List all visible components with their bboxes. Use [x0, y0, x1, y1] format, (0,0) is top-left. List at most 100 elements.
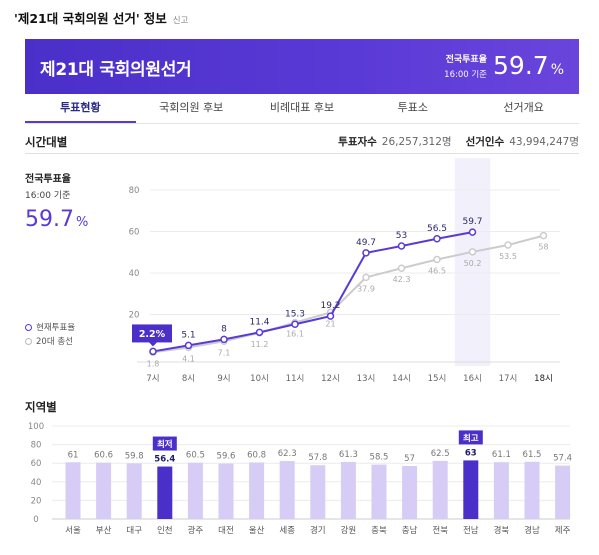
side-rate-unit: % — [75, 215, 89, 230]
bar — [432, 460, 448, 519]
bar — [493, 462, 509, 519]
x-tick-label: 14시 — [392, 374, 411, 384]
bar-category-label: 경기 — [310, 525, 326, 536]
bar-data-label: 61.1 — [492, 450, 511, 460]
series-line-prev — [152, 234, 544, 354]
bar-category-label: 충남 — [402, 526, 418, 536]
point-current — [255, 328, 264, 337]
bar-category-label: 강원 — [341, 525, 357, 536]
side-turnout-rate: 59.7% — [25, 207, 88, 232]
bar-data-label: 62.5 — [431, 449, 450, 459]
min-badge-label: 최저 — [157, 439, 173, 450]
bar-category-label: 울산 — [249, 525, 265, 536]
bar — [96, 462, 112, 519]
national-turnout-rate: 59.7% — [493, 51, 564, 80]
vote-stats: 투표자수 26,257,312명 선거인수 43,994,247명 — [338, 134, 579, 149]
legend-current-label: 현재투표율 — [36, 323, 76, 333]
max-badge-label: 최고 — [463, 433, 479, 444]
bar — [187, 462, 203, 519]
tab-proportional[interactable]: 비례대표 후보 — [269, 101, 335, 114]
bar — [157, 466, 173, 519]
national-turnout-label: 전국투표율 — [445, 55, 487, 65]
bar — [126, 463, 142, 519]
highlight-column — [454, 158, 491, 366]
bar-y-tick-label: 0 — [33, 515, 38, 525]
data-label-prev: 4.1 — [182, 354, 195, 363]
legend-prev-label: 20대 총선 — [36, 337, 73, 347]
bar-data-label: 57 — [404, 454, 415, 464]
x-tick-label: 12시 — [321, 374, 340, 384]
bar-data-label: 60.8 — [247, 450, 266, 460]
electors-stat: 선거인수 43,994,247명 — [466, 134, 579, 149]
bar-y-tick-label: 80 — [31, 441, 42, 451]
line-legend: 현재투표율 20대 총선 — [25, 321, 75, 349]
tab-bar: 투표현황 국회의원 후보 비례대표 후보 투표소 선거개요 — [25, 94, 579, 124]
data-label-current: 11.4 — [249, 317, 269, 327]
bar-data-label: 60.5 — [186, 451, 205, 461]
data-label-current: 2.2% — [139, 329, 166, 340]
page-title: '제21대 국회의원 선거' — [14, 11, 140, 26]
tab-overview[interactable]: 선거개요 — [503, 101, 544, 114]
data-label-current: 53 — [396, 231, 407, 241]
electors-value: 43,994,247명 — [509, 136, 579, 148]
x-tick-label: 17시 — [499, 374, 518, 384]
bar — [340, 461, 356, 519]
point-current — [326, 312, 335, 320]
bar-data-label: 56.4 — [154, 455, 175, 465]
x-tick-label: 18시 — [534, 374, 553, 384]
x-tick-label: 11시 — [286, 374, 305, 384]
point-prev — [326, 308, 335, 317]
bar — [65, 462, 81, 519]
bar-data-label: 61.5 — [523, 450, 542, 460]
x-tick-label: 9시 — [217, 374, 230, 384]
data-label-prev: 21 — [325, 319, 335, 328]
data-label-prev: 1.8 — [147, 359, 160, 368]
bar — [249, 462, 265, 519]
legend-current: 현재투표율 — [25, 321, 75, 335]
page-title-suffix: 정보 — [143, 11, 167, 26]
data-label-prev: 37.9 — [357, 284, 375, 293]
point-current — [468, 228, 477, 236]
bar-data-label: 60.6 — [94, 451, 113, 461]
point-current — [149, 347, 157, 356]
x-tick-label: 15시 — [428, 374, 447, 384]
hourly-section-title: 시간대별 — [25, 135, 68, 149]
turnout-rate-unit: % — [550, 62, 564, 78]
y-tick-label: 20 — [129, 311, 140, 321]
x-tick-label: 13시 — [357, 374, 376, 384]
legend-prev: 20대 총선 — [25, 335, 75, 349]
tab-turnout[interactable]: 투표현황 — [25, 94, 136, 123]
report-link[interactable]: 신고 — [172, 16, 189, 26]
y-tick-label: 40 — [129, 269, 140, 279]
bar — [310, 465, 326, 519]
regional-section-title: 지역별 — [25, 400, 57, 414]
series-line-current — [152, 231, 473, 353]
bar-data-label: 61 — [68, 450, 79, 460]
point-prev — [504, 241, 512, 249]
bar-y-tick-label: 20 — [31, 496, 42, 506]
data-label-current: 56.5 — [427, 224, 447, 234]
bar-data-label: 59.8 — [125, 451, 144, 461]
tab-candidates[interactable]: 국회의원 후보 — [159, 101, 224, 114]
bar — [218, 463, 234, 519]
point-prev — [539, 231, 548, 240]
data-label-prev: 42.3 — [393, 275, 411, 284]
point-prev — [255, 329, 264, 337]
bar-data-label: 58.5 — [370, 453, 389, 463]
point-prev — [220, 337, 228, 346]
bar-data-label: 59.6 — [217, 452, 236, 462]
bar-y-tick-label: 40 — [31, 478, 42, 488]
bar-category-label: 전남 — [463, 525, 479, 536]
bar-category-label: 경북 — [494, 525, 510, 536]
point-current — [433, 235, 441, 243]
election-name: 제21대 국회의원선거 — [40, 60, 192, 80]
data-label-prev: 46.5 — [428, 267, 446, 276]
tab-polling-place[interactable]: 투표소 — [397, 101, 428, 114]
bar-category-label: 세종 — [279, 526, 295, 536]
side-turnout-label: 전국투표율 — [25, 174, 71, 185]
page-header: '제21대 국회의원 선거' 정보 신고 — [14, 8, 188, 28]
data-label-prev: 11.2 — [251, 340, 269, 349]
x-tick-label: 10시 — [250, 374, 269, 384]
bar — [371, 464, 387, 519]
bar-category-label: 광주 — [188, 525, 204, 536]
